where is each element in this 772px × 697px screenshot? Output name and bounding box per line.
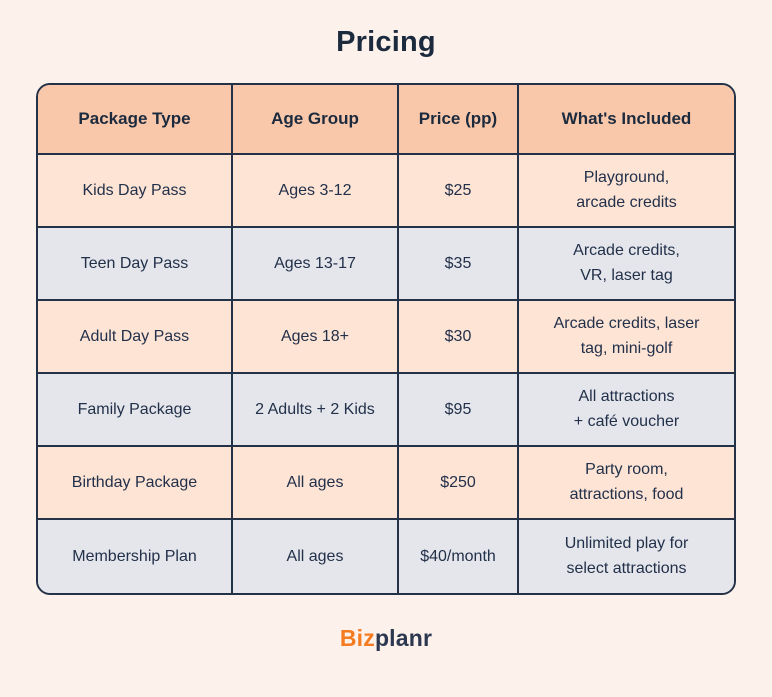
pricing-table: Package Type Age Group Price (pp) What's… bbox=[36, 83, 736, 595]
cell-price: $35 bbox=[399, 228, 519, 301]
cell-package-type: Kids Day Pass bbox=[38, 155, 233, 228]
table-header-row: Package Type Age Group Price (pp) What's… bbox=[38, 85, 734, 155]
table-row: Adult Day Pass Ages 18+ $30 Arcade credi… bbox=[38, 301, 734, 374]
pricing-table-container: Package Type Age Group Price (pp) What's… bbox=[36, 83, 736, 595]
cell-whats-included: Arcade credits, VR, laser tag bbox=[519, 228, 734, 301]
cell-age-group: All ages bbox=[233, 447, 399, 520]
cell-age-group: All ages bbox=[233, 520, 399, 593]
table-row: Membership Plan All ages $40/month Unlim… bbox=[38, 520, 734, 593]
cell-age-group: Ages 3-12 bbox=[233, 155, 399, 228]
cell-whats-included: All attractions + café voucher bbox=[519, 374, 734, 447]
table-row: Kids Day Pass Ages 3-12 $25 Playground, … bbox=[38, 155, 734, 228]
page-title: Pricing bbox=[336, 26, 436, 58]
table-row: Teen Day Pass Ages 13-17 $35 Arcade cred… bbox=[38, 228, 734, 301]
cell-whats-included: Party room, attractions, food bbox=[519, 447, 734, 520]
cell-age-group: 2 Adults + 2 Kids bbox=[233, 374, 399, 447]
header-whats-included: What's Included bbox=[519, 85, 734, 155]
brand-logo-accent: Biz bbox=[339, 625, 375, 651]
cell-whats-included: Unlimited play for select attractions bbox=[519, 520, 734, 593]
header-age-group: Age Group bbox=[233, 85, 399, 155]
table-row: Birthday Package All ages $250 Party roo… bbox=[38, 447, 734, 520]
cell-price: $30 bbox=[399, 301, 519, 374]
cell-package-type: Family Package bbox=[38, 374, 233, 447]
cell-package-type: Teen Day Pass bbox=[38, 228, 233, 301]
cell-whats-included: Arcade credits, laser tag, mini-golf bbox=[519, 301, 734, 374]
brand-logo-rest: planr bbox=[374, 625, 433, 651]
cell-price: $40/month bbox=[399, 520, 519, 593]
header-package-type: Package Type bbox=[38, 85, 233, 155]
cell-package-type: Birthday Package bbox=[38, 447, 233, 520]
cell-age-group: Ages 13-17 bbox=[233, 228, 399, 301]
header-price: Price (pp) bbox=[399, 85, 519, 155]
table-row: Family Package 2 Adults + 2 Kids $95 All… bbox=[38, 374, 734, 447]
brand-logo: Bizplanr bbox=[340, 625, 432, 652]
cell-price: $25 bbox=[399, 155, 519, 228]
cell-price: $250 bbox=[399, 447, 519, 520]
cell-price: $95 bbox=[399, 374, 519, 447]
cell-package-type: Membership Plan bbox=[38, 520, 233, 593]
cell-whats-included: Playground, arcade credits bbox=[519, 155, 734, 228]
cell-age-group: Ages 18+ bbox=[233, 301, 399, 374]
cell-package-type: Adult Day Pass bbox=[38, 301, 233, 374]
